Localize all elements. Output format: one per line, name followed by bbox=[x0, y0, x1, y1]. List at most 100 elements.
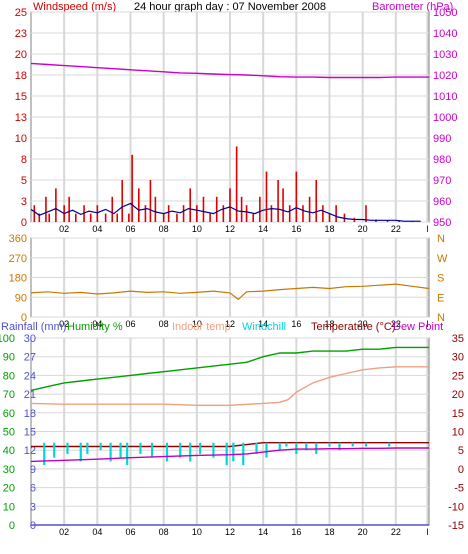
baro-ytick-7: 980 bbox=[433, 154, 451, 166]
hum-ytick-4: 60 bbox=[3, 408, 15, 420]
panel-3-xtick-6: 14 bbox=[258, 527, 268, 537]
baro-ytick-3: 1020 bbox=[433, 70, 457, 82]
panel-2-xtick-11: l bbox=[426, 319, 428, 329]
indoor-temp-label: Indoor temp bbox=[172, 321, 231, 333]
panel-1-xtick-0: 02 bbox=[59, 224, 69, 234]
temp-ytick-8: -5 bbox=[454, 483, 464, 495]
dir-compass-1: W bbox=[437, 253, 448, 265]
dewpoint-label: Dew Point bbox=[393, 321, 443, 333]
temp-ytick-9: -10 bbox=[448, 501, 464, 513]
hum-ytick-7: 30 bbox=[3, 464, 15, 476]
rain-ytick-9: 3 bbox=[30, 501, 36, 513]
baro-ytick-9: 960 bbox=[433, 196, 451, 208]
dir-compass-0: N bbox=[437, 233, 445, 245]
rain-ytick-2: 24 bbox=[24, 370, 36, 382]
panel-2-xtick-4: 10 bbox=[192, 319, 202, 329]
panel-3-xtick-1: 04 bbox=[92, 527, 102, 537]
panel-2-xtick-5: 12 bbox=[225, 319, 235, 329]
hum-ytick-5: 50 bbox=[3, 427, 15, 439]
dir-compass-2: S bbox=[437, 273, 444, 285]
hum-ytick-2: 80 bbox=[3, 370, 15, 382]
panel-3-xtick-0: 02 bbox=[59, 527, 69, 537]
temp-ytick-3: 20 bbox=[452, 389, 464, 401]
dir-ytick-3: 90 bbox=[15, 292, 27, 304]
panel-2-xtick-7: 16 bbox=[291, 319, 301, 329]
panel-1-xtick-8: 18 bbox=[324, 224, 334, 234]
panel-1-xtick-4: 10 bbox=[192, 224, 202, 234]
panel-2-xtick-9: 20 bbox=[358, 319, 368, 329]
dir-compass-3: E bbox=[437, 292, 444, 304]
wind-direction-line bbox=[30, 283, 430, 301]
panel-2-xtick-0: 02 bbox=[59, 319, 69, 329]
temperature-label: Temperature (°C) bbox=[311, 321, 395, 333]
baro-ytick-5: 1000 bbox=[433, 112, 457, 124]
dewpoint-line bbox=[30, 447, 429, 463]
barometer-axis-label: Barometer (hPa) bbox=[372, 1, 453, 13]
wind-ytick-0: 25 bbox=[15, 7, 27, 19]
hum-ytick-0: 100 bbox=[0, 333, 15, 345]
rain-ytick-4: 18 bbox=[24, 408, 36, 420]
temp-ytick-6: 5 bbox=[458, 445, 464, 457]
rain-ytick-8: 6 bbox=[30, 483, 36, 495]
wind-axis-label: Windspeed (m/s) bbox=[33, 1, 116, 13]
rain-ytick-5: 15 bbox=[24, 427, 36, 439]
dir-ytick-0: 360 bbox=[9, 233, 27, 245]
panel-1-xtick-6: 14 bbox=[258, 224, 268, 234]
panel-1-xtick-5: 12 bbox=[225, 224, 235, 234]
rain-ytick-6: 12 bbox=[24, 445, 36, 457]
panel-3-xtick-4: 10 bbox=[192, 527, 202, 537]
hum-ytick-1: 90 bbox=[3, 352, 15, 364]
dir-compass-4: N bbox=[437, 312, 445, 324]
temperature-line bbox=[31, 442, 429, 448]
panel-1-xtick-7: 16 bbox=[291, 224, 301, 234]
barometer-line bbox=[30, 62, 429, 79]
hum-ytick-8: 20 bbox=[3, 483, 15, 495]
wind-ytick-2: 20 bbox=[15, 49, 27, 61]
windchill-label: Windchill bbox=[242, 321, 286, 333]
baro-ytick-8: 970 bbox=[433, 175, 451, 187]
wind-ytick-7: 8 bbox=[21, 154, 27, 166]
panel-3-xtick-10: 22 bbox=[391, 527, 401, 537]
temp-ytick-10: -15 bbox=[448, 520, 464, 532]
panel-3-xtick-2: 06 bbox=[125, 527, 135, 537]
humidity-line bbox=[30, 346, 429, 392]
hum-ytick-9: 10 bbox=[3, 501, 15, 513]
rainfall-label: Rainfall (mm) bbox=[1, 321, 66, 333]
rain-ytick-3: 21 bbox=[24, 389, 36, 401]
panel-2-xtick-1: 04 bbox=[92, 319, 102, 329]
temp-ytick-1: 30 bbox=[452, 352, 464, 364]
baro-ytick-6: 990 bbox=[433, 133, 451, 145]
hum-ytick-3: 70 bbox=[3, 389, 15, 401]
panel-3-xtick-8: 18 bbox=[324, 527, 334, 537]
panel-1-xtick-9: 20 bbox=[358, 224, 368, 234]
rain-ytick-7: 9 bbox=[30, 464, 36, 476]
rain-ytick-0: 30 bbox=[24, 333, 36, 345]
baro-ytick-1: 1040 bbox=[433, 28, 457, 40]
baro-ytick-0: 1050 bbox=[433, 7, 457, 19]
panel-1-xtick-2: 06 bbox=[125, 224, 135, 234]
panel-1-xtick-11: l bbox=[426, 224, 428, 234]
temp-ytick-0: 35 bbox=[452, 333, 464, 345]
wind-ytick-3: 18 bbox=[15, 70, 27, 82]
baro-ytick-10: 950 bbox=[433, 217, 451, 229]
rain-ytick-1: 27 bbox=[24, 352, 36, 364]
dir-ytick-2: 180 bbox=[9, 273, 27, 285]
wind-ytick-5: 13 bbox=[15, 112, 27, 124]
temp-ytick-7: 0 bbox=[458, 464, 464, 476]
panel-3-xtick-11: l bbox=[426, 527, 428, 537]
panel-1-xtick-3: 08 bbox=[159, 224, 169, 234]
panel-3-xtick-5: 12 bbox=[225, 527, 235, 537]
panel-1-xtick-10: 22 bbox=[391, 224, 401, 234]
wind-ytick-1: 23 bbox=[15, 28, 27, 40]
panel-3-xtick-7: 16 bbox=[291, 527, 301, 537]
panel-2-xtick-2: 06 bbox=[125, 319, 135, 329]
panel-2-xtick-8: 18 bbox=[324, 319, 334, 329]
indoor-temp-line bbox=[30, 366, 429, 406]
hum-ytick-10: 0 bbox=[9, 520, 15, 532]
hum-ytick-6: 40 bbox=[3, 445, 15, 457]
baro-ytick-2: 1030 bbox=[433, 49, 457, 61]
wind-ytick-8: 5 bbox=[21, 175, 27, 187]
wind-ytick-6: 10 bbox=[15, 133, 27, 145]
dir-ytick-1: 270 bbox=[9, 253, 27, 265]
